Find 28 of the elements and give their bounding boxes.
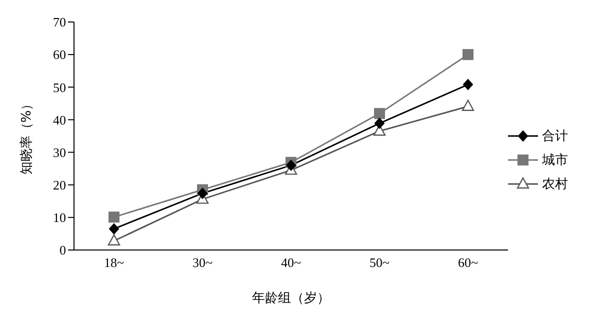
point — [108, 212, 120, 223]
x-tick-label: 50~ — [369, 255, 390, 270]
y-tick-label: 30 — [53, 144, 66, 160]
y-tick-label: 10 — [53, 210, 66, 226]
legend-label: 农村 — [542, 176, 568, 193]
x-tick-label: 60~ — [458, 255, 478, 270]
y-tick-label: 0 — [60, 242, 66, 258]
point — [108, 234, 120, 246]
y-tick-label: 20 — [53, 177, 66, 192]
point — [198, 188, 208, 199]
y-tick-label: 70 — [53, 14, 66, 30]
y-tick-label: 50 — [53, 80, 66, 95]
point — [374, 108, 385, 120]
y-tick-label: 40 — [53, 112, 66, 128]
point — [109, 223, 119, 234]
point — [462, 49, 474, 60]
y-tick-label: 60 — [53, 47, 66, 62]
x-tick-label: 18~ — [104, 255, 124, 270]
y-axis-title: 知晓率（%） — [18, 97, 35, 175]
x-axis-title: 年龄组（岁） — [252, 291, 330, 306]
point — [374, 118, 384, 129]
x-tick-label: 40~ — [280, 255, 302, 270]
legend-label: 合计 — [542, 128, 568, 145]
point — [462, 100, 474, 111]
point — [286, 160, 296, 171]
x-tick-label: 30~ — [192, 255, 213, 270]
point — [463, 79, 473, 90]
legend-label: 城市 — [542, 152, 568, 169]
